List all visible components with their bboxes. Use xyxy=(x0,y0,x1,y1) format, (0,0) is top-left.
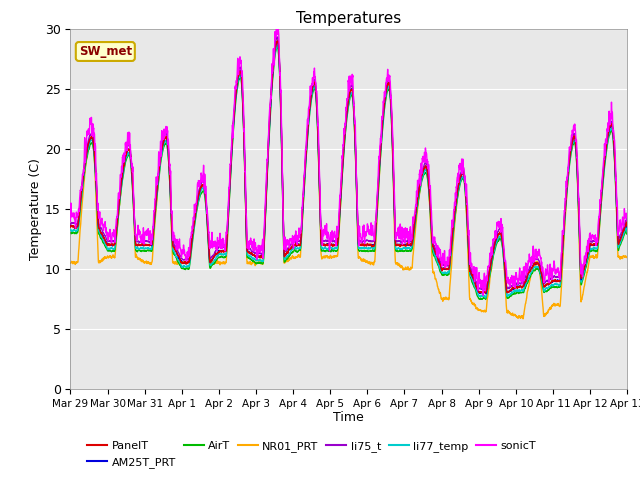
Y-axis label: Temperature (C): Temperature (C) xyxy=(29,158,42,260)
X-axis label: Time: Time xyxy=(333,411,364,424)
Text: SW_met: SW_met xyxy=(79,45,132,58)
Legend: PanelT, AM25T_PRT, AirT, NR01_PRT, li75_t, li77_temp, sonicT: PanelT, AM25T_PRT, AirT, NR01_PRT, li75_… xyxy=(87,441,536,468)
Title: Temperatures: Temperatures xyxy=(296,11,401,26)
